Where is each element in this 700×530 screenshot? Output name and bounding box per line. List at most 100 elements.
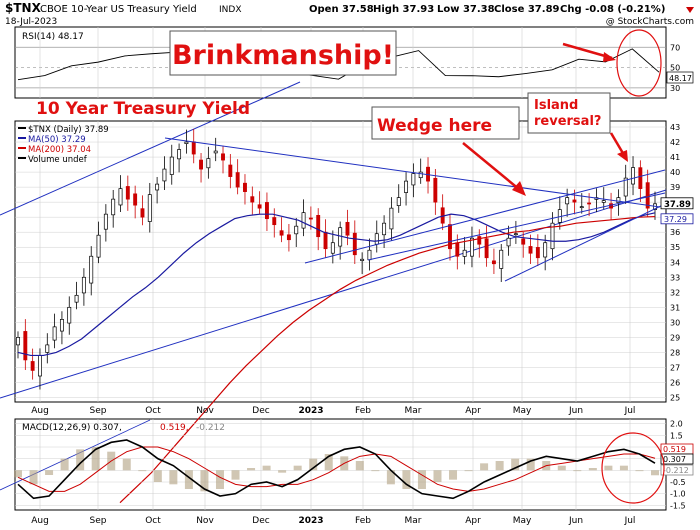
rsi-line [17, 48, 660, 81]
macd-histogram-bar [433, 470, 442, 482]
macd-legend-hist: -0.212 [196, 423, 225, 433]
price-candle [404, 180, 409, 193]
macd-histogram-bar [511, 458, 520, 471]
watermark: @ StockCharts.com [606, 17, 694, 27]
price-candle [103, 213, 108, 230]
ma-value-box [660, 213, 694, 225]
macd-histogram-bar [184, 470, 193, 489]
macd-histogram-bar [355, 461, 364, 471]
wedge-lower-line [504, 203, 666, 282]
price-x-label: Aug [31, 406, 49, 416]
quote-low: Low 37.38 [437, 4, 495, 15]
price-x-label: Apr [465, 406, 481, 416]
macd-x-label: Nov [196, 516, 214, 526]
macd-histogram-bar [247, 468, 256, 471]
price-candle [301, 212, 306, 229]
price-candle [513, 233, 518, 236]
price-candle [367, 249, 372, 261]
price-candle [16, 337, 20, 346]
price-candle [67, 306, 72, 324]
price-candle [191, 141, 196, 155]
macd-tick-label: 1.5 [670, 431, 683, 440]
price-candle [272, 217, 277, 226]
price-candle [477, 236, 482, 245]
macd-histogram-bar [464, 470, 473, 472]
price-candle [243, 182, 247, 192]
macd-histogram-bar [651, 470, 659, 476]
macd-legend-signal: 0.519, [160, 423, 189, 433]
price-candle [89, 255, 94, 284]
price-candle [587, 202, 592, 205]
price-tick-label: 39 [670, 183, 680, 192]
price-candle [433, 177, 438, 203]
brinkmanship-box [169, 30, 397, 76]
price-tick-label: 32 [670, 288, 680, 297]
macd-x-label: Mar [405, 516, 422, 526]
price-tick-label: 33 [670, 273, 680, 282]
macd-histogram-bar [122, 458, 131, 471]
price-x-label: Feb [355, 406, 371, 416]
price-candle [470, 237, 474, 257]
macd-histogram-bar [91, 447, 100, 471]
last-close-box [660, 197, 694, 210]
rsi-tick-label: 30 [670, 84, 680, 93]
island-arrow-head [617, 150, 628, 162]
price-tick-label: 28 [670, 348, 680, 357]
price-candle [535, 247, 540, 259]
price-x-label: Dec [252, 406, 269, 416]
island-box [527, 92, 611, 134]
rsi-value-box [666, 71, 694, 84]
macd-histogram-bar [215, 470, 224, 489]
price-tick-label: 29 [670, 333, 680, 342]
macd-histogram-bar [604, 465, 613, 471]
price-candle [147, 194, 152, 222]
price-candle [59, 319, 64, 332]
macd-x-label: 2023 [298, 516, 323, 526]
macd-histogram-bar [495, 461, 504, 471]
macd-value-box [660, 453, 694, 465]
macd-histogram-bar [278, 470, 287, 473]
price-candle [352, 232, 357, 256]
price-candle [360, 258, 365, 261]
macd-histogram-bar [324, 454, 333, 471]
symbol-label: $TNX [5, 1, 42, 15]
wedge-upper-line [304, 169, 666, 264]
quote-open: Open 37.58 [309, 4, 374, 15]
price-candle [579, 206, 584, 209]
price-candle [330, 242, 335, 254]
price-legend-entry: $TNX (Daily) 37.89 [28, 125, 109, 135]
macd-x-label: May [513, 516, 532, 526]
macd-tick-label: -1.0 [670, 490, 686, 499]
price-candle [125, 186, 130, 200]
macd-histogram-bar [169, 470, 178, 485]
macd-x-axis: Aug Sep Oct Nov Dec 2023 Feb Mar Apr May Jun Jul [31, 516, 635, 526]
price-candle [645, 182, 650, 209]
macd-x-label: Feb [355, 516, 371, 526]
macd-histogram-bar [573, 470, 582, 472]
price-legend-swatch [18, 127, 26, 129]
macd-value-label: -0.212 [663, 466, 689, 475]
rsi-last-value: 48.17 [669, 74, 692, 83]
price-candle [411, 173, 416, 186]
rsi-highlight-circle [616, 29, 662, 97]
price-candle [38, 355, 42, 377]
price-candle [118, 188, 123, 206]
price-tick-label: 41 [670, 153, 680, 162]
price-candle [462, 249, 467, 257]
macd-value-label: 0.519 [663, 445, 686, 454]
price-x-label: 2023 [298, 406, 323, 416]
macd-histogram-bar [309, 458, 318, 471]
price-candle [389, 207, 394, 230]
price-candle [572, 199, 577, 203]
wedge-arrow-head [512, 181, 526, 196]
price-candle [491, 260, 496, 265]
price-x-label: Jul [624, 406, 636, 416]
descending-trendline [164, 137, 661, 208]
macd-histogram-bar [293, 465, 302, 471]
macd-x-label: Jun [568, 516, 583, 526]
price-x-label: Oct [145, 406, 161, 416]
price-legend-swatch [18, 157, 26, 159]
price-candle [235, 172, 240, 188]
price-x-label: Sep [90, 406, 107, 416]
